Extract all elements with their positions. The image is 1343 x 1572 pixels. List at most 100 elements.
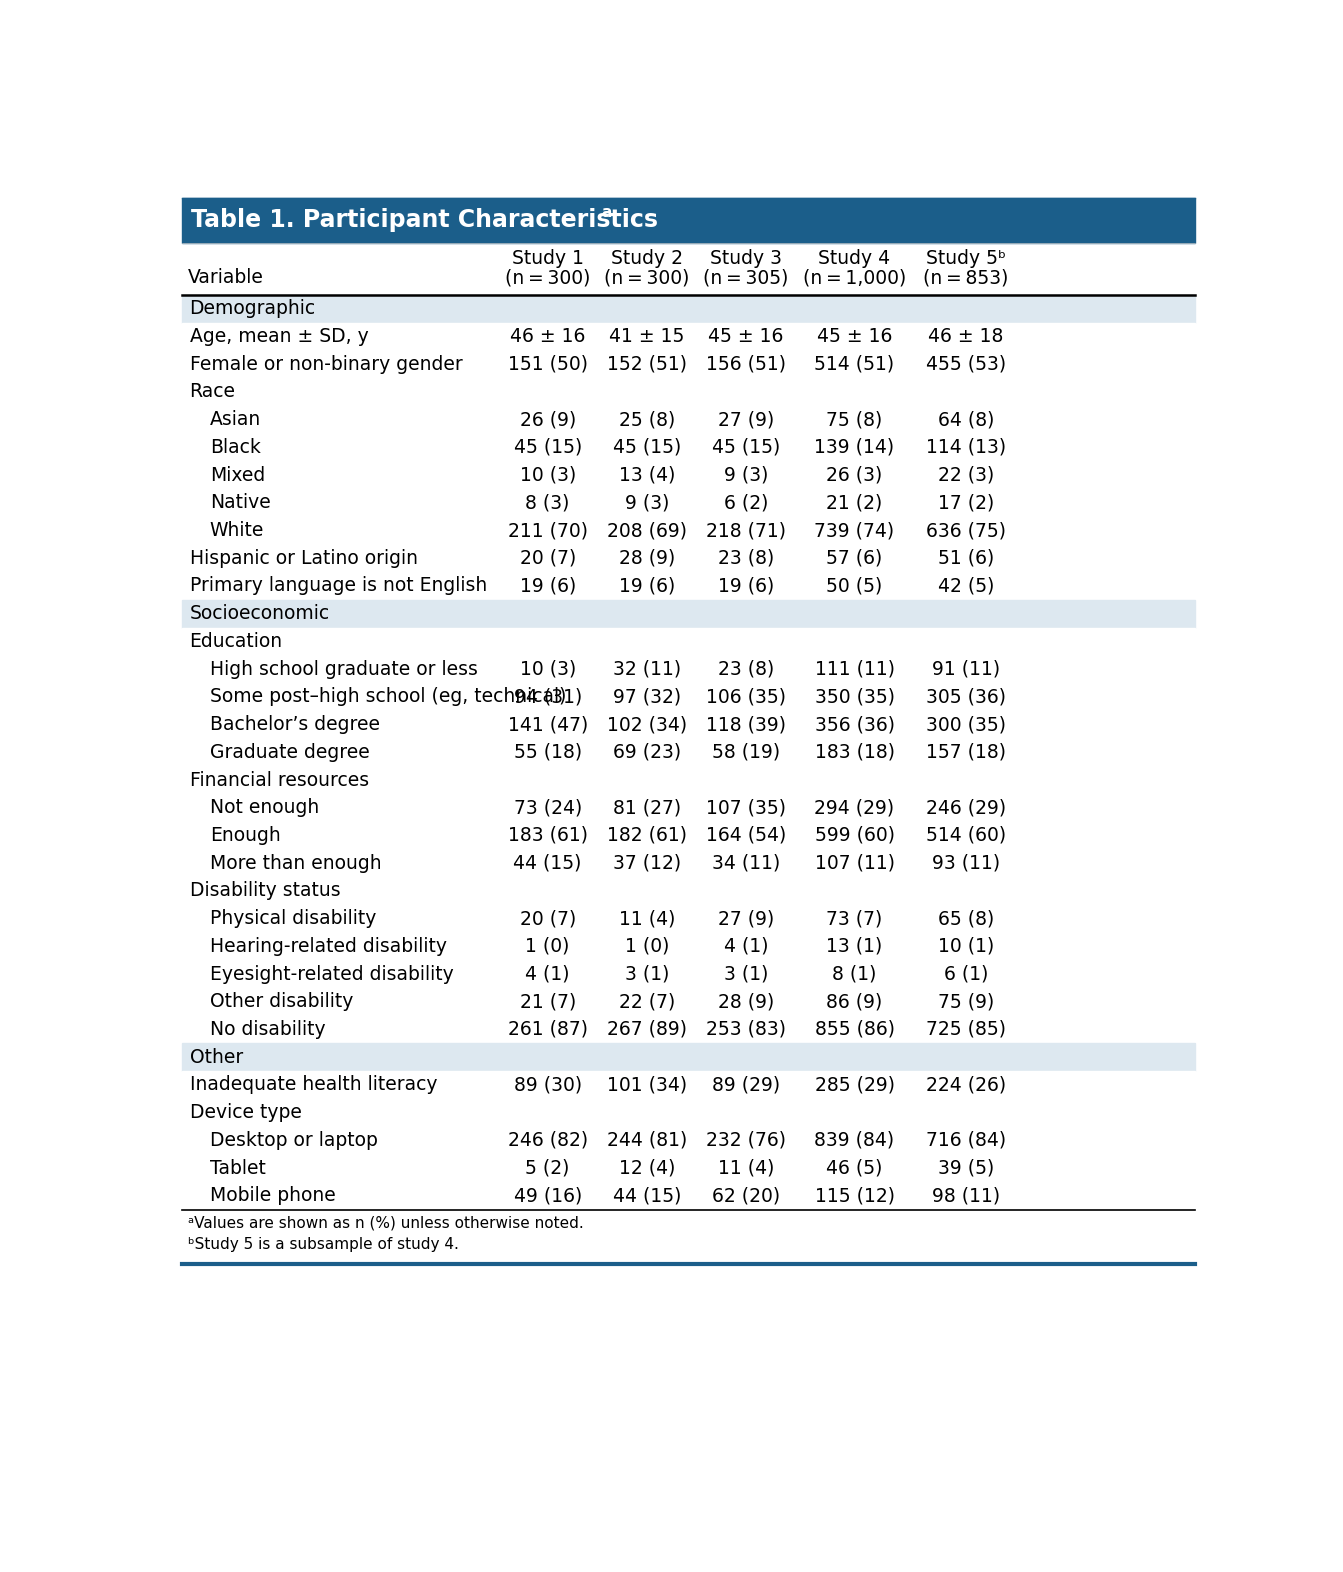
Text: 57 (6): 57 (6) (826, 549, 882, 567)
Text: 13 (1): 13 (1) (826, 937, 882, 956)
Text: 8 (1): 8 (1) (833, 965, 877, 984)
Text: 10 (3): 10 (3) (520, 465, 576, 484)
Text: 739 (74): 739 (74) (814, 520, 894, 541)
Text: Study 5ᵇ: Study 5ᵇ (927, 248, 1006, 267)
Text: 81 (27): 81 (27) (612, 799, 681, 817)
Bar (181, 932, 1195, 960)
Text: Other disability: Other disability (210, 992, 353, 1011)
Text: 716 (84): 716 (84) (927, 1130, 1006, 1149)
Text: 50 (5): 50 (5) (826, 577, 882, 596)
Text: 267 (89): 267 (89) (607, 1020, 686, 1039)
Text: (n = 305): (n = 305) (704, 269, 788, 288)
Text: Study 4: Study 4 (818, 248, 890, 267)
Text: 49 (16): 49 (16) (513, 1187, 582, 1206)
Text: 102 (34): 102 (34) (607, 715, 686, 734)
Text: 839 (84): 839 (84) (814, 1130, 894, 1149)
Text: 45 (15): 45 (15) (513, 439, 582, 457)
Bar (181, 905, 1195, 932)
Text: 97 (32): 97 (32) (612, 687, 681, 706)
Text: 37 (12): 37 (12) (612, 854, 681, 872)
Bar (181, 1071, 1195, 1099)
Text: 11 (4): 11 (4) (719, 1159, 774, 1177)
Bar (181, 1127, 1195, 1154)
Text: 183 (18): 183 (18) (814, 744, 894, 762)
Text: Physical disability: Physical disability (210, 909, 376, 927)
Text: 294 (29): 294 (29) (814, 799, 894, 817)
Text: 62 (20): 62 (20) (712, 1187, 780, 1206)
Text: Socioeconomic: Socioeconomic (189, 604, 329, 623)
Text: More than enough: More than enough (210, 854, 381, 872)
Bar (181, 822, 1195, 849)
Bar (181, 198, 1195, 242)
Text: 118 (39): 118 (39) (706, 715, 786, 734)
Text: 45 (15): 45 (15) (612, 439, 681, 457)
Text: 17 (2): 17 (2) (937, 494, 994, 512)
Text: 13 (4): 13 (4) (619, 465, 676, 484)
Text: 599 (60): 599 (60) (814, 825, 894, 844)
Text: 20 (7): 20 (7) (520, 909, 576, 927)
Text: 19 (6): 19 (6) (719, 577, 774, 596)
Text: 232 (76): 232 (76) (706, 1130, 786, 1149)
Text: (n = 1,000): (n = 1,000) (803, 269, 907, 288)
Bar (181, 377, 1195, 406)
Text: Race: Race (189, 382, 235, 401)
Text: 28 (9): 28 (9) (619, 549, 676, 567)
Text: 8 (3): 8 (3) (525, 494, 569, 512)
Text: 26 (3): 26 (3) (826, 465, 882, 484)
Text: Asian: Asian (210, 410, 261, 429)
Text: 73 (24): 73 (24) (513, 799, 582, 817)
Text: Mixed: Mixed (210, 465, 265, 484)
Text: Study 2: Study 2 (611, 248, 682, 267)
Text: ᵃValues are shown as n (%) unless otherwise noted.: ᵃValues are shown as n (%) unless otherw… (188, 1215, 584, 1231)
Text: 39 (5): 39 (5) (937, 1159, 994, 1177)
Text: 45 ± 16: 45 ± 16 (817, 327, 892, 346)
Text: 855 (86): 855 (86) (814, 1020, 894, 1039)
Text: 26 (9): 26 (9) (520, 410, 576, 429)
Text: 514 (60): 514 (60) (927, 825, 1006, 844)
Text: 244 (81): 244 (81) (607, 1130, 688, 1149)
Text: 157 (18): 157 (18) (927, 744, 1006, 762)
Text: Hearing-related disability: Hearing-related disability (210, 937, 447, 956)
Text: 27 (9): 27 (9) (719, 410, 774, 429)
Text: 6 (2): 6 (2) (724, 494, 768, 512)
Text: 20 (7): 20 (7) (520, 549, 576, 567)
Text: 300 (35): 300 (35) (927, 715, 1006, 734)
Text: 28 (9): 28 (9) (719, 992, 774, 1011)
Text: ᵇStudy 5 is a subsample of study 4.: ᵇStudy 5 is a subsample of study 4. (188, 1237, 459, 1253)
Text: 12 (4): 12 (4) (619, 1159, 676, 1177)
Text: (n = 853): (n = 853) (924, 269, 1009, 288)
Text: Bachelor’s degree: Bachelor’s degree (210, 715, 380, 734)
Text: Not enough: Not enough (210, 799, 320, 817)
Text: 4 (1): 4 (1) (525, 965, 569, 984)
Text: 22 (7): 22 (7) (619, 992, 676, 1011)
Text: High school graduate or less: High school graduate or less (210, 660, 478, 679)
Text: 1 (0): 1 (0) (624, 937, 669, 956)
Text: 3 (1): 3 (1) (724, 965, 768, 984)
Text: (n = 300): (n = 300) (604, 269, 689, 288)
Text: 10 (1): 10 (1) (937, 937, 994, 956)
Text: 58 (19): 58 (19) (712, 744, 780, 762)
Bar (181, 766, 1195, 794)
Text: 89 (30): 89 (30) (513, 1075, 582, 1094)
Text: 285 (29): 285 (29) (814, 1075, 894, 1094)
Bar (181, 682, 1195, 711)
Text: No disability: No disability (210, 1020, 325, 1039)
Text: 45 ± 16: 45 ± 16 (708, 327, 784, 346)
Text: Education: Education (189, 632, 282, 651)
Text: 246 (29): 246 (29) (927, 799, 1006, 817)
Text: Device type: Device type (189, 1104, 301, 1122)
Text: 101 (34): 101 (34) (607, 1075, 686, 1094)
Text: 86 (9): 86 (9) (826, 992, 882, 1011)
Bar (181, 322, 1195, 351)
Text: 45 (15): 45 (15) (712, 439, 780, 457)
Text: Primary language is not English: Primary language is not English (189, 577, 486, 596)
Text: 19 (6): 19 (6) (520, 577, 576, 596)
Text: 139 (14): 139 (14) (814, 439, 894, 457)
Text: 107 (35): 107 (35) (706, 799, 786, 817)
Text: Graduate degree: Graduate degree (210, 744, 369, 762)
Text: Black: Black (210, 439, 261, 457)
Text: 9 (3): 9 (3) (624, 494, 669, 512)
Bar (181, 739, 1195, 766)
Bar (181, 627, 1195, 656)
Text: Disability status: Disability status (189, 882, 340, 901)
